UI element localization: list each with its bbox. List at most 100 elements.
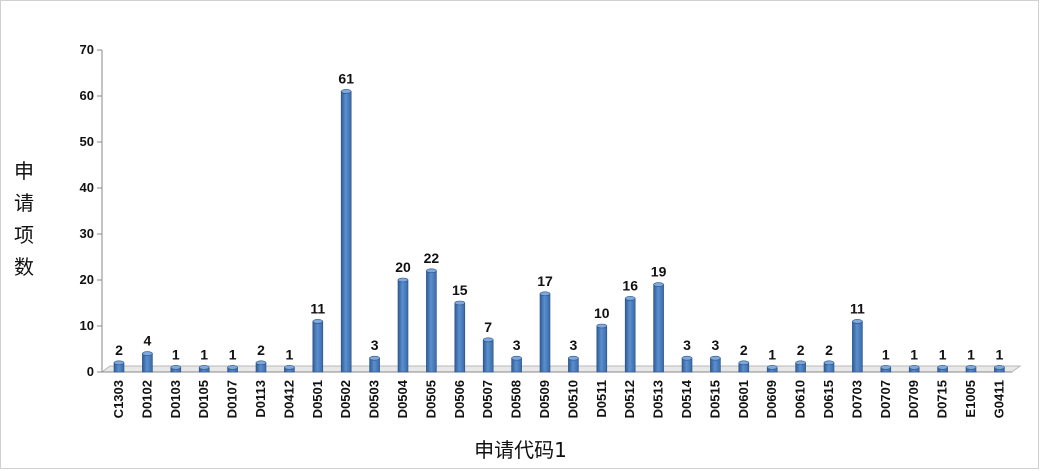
y-tick-label: 0 bbox=[87, 364, 94, 379]
bar-top bbox=[908, 365, 920, 370]
data-label: 7 bbox=[484, 319, 492, 335]
x-tick-label: D0512 bbox=[622, 380, 637, 418]
bars bbox=[113, 89, 1005, 373]
data-label: 15 bbox=[452, 282, 468, 298]
data-label: 1 bbox=[910, 346, 918, 362]
data-label: 2 bbox=[115, 342, 123, 358]
data-label: 3 bbox=[513, 337, 521, 353]
data-label: 1 bbox=[286, 346, 294, 362]
data-label: 17 bbox=[537, 273, 553, 289]
bar-top bbox=[596, 323, 608, 329]
bar-top bbox=[880, 365, 892, 370]
data-label: 3 bbox=[570, 337, 578, 353]
data-label: 1 bbox=[939, 346, 947, 362]
x-tick-label: D0509 bbox=[537, 380, 552, 418]
y-tick-label: 50 bbox=[80, 134, 94, 149]
x-tick-label: D0514 bbox=[679, 379, 694, 418]
x-tick-label: D0103 bbox=[168, 380, 183, 418]
bar bbox=[426, 270, 437, 373]
bar bbox=[539, 293, 551, 373]
bar bbox=[312, 321, 324, 373]
bar-top bbox=[198, 365, 210, 370]
bar-top bbox=[539, 291, 551, 297]
data-label: 10 bbox=[594, 305, 610, 321]
x-tick-label: D0513 bbox=[651, 380, 666, 418]
bar-top bbox=[965, 365, 977, 370]
x-tick-label: D0601 bbox=[736, 380, 751, 418]
y-axis-label-char: 请 bbox=[14, 191, 34, 215]
bar-top bbox=[937, 365, 948, 370]
data-label: 11 bbox=[310, 300, 325, 316]
x-tick-label: E1005 bbox=[963, 380, 978, 418]
bar-top bbox=[766, 365, 778, 370]
y-tick-label: 30 bbox=[80, 226, 94, 241]
data-label: 3 bbox=[371, 337, 379, 353]
data-label: 2 bbox=[797, 342, 805, 358]
data-label: 4 bbox=[144, 333, 152, 349]
bar-top bbox=[482, 337, 494, 343]
bar-top bbox=[284, 365, 295, 370]
bar-top bbox=[653, 282, 664, 287]
data-label: 11 bbox=[850, 300, 865, 316]
x-tick-label: C1303 bbox=[111, 380, 126, 418]
bar-top bbox=[568, 355, 579, 361]
bar-top bbox=[426, 268, 437, 274]
data-label: 22 bbox=[424, 250, 440, 266]
x-tick-label: D0511 bbox=[594, 380, 609, 418]
bar-top bbox=[795, 360, 806, 366]
bar-top bbox=[624, 296, 636, 301]
bar-top bbox=[312, 319, 324, 324]
labels: 2 C1303 4 D0102 1 D0103 1 D0105 1 D0107 2 D0113 1 D04… bbox=[111, 70, 1006, 418]
bar-top bbox=[142, 351, 153, 356]
x-tick-label: D0707 bbox=[878, 380, 893, 418]
bar-top bbox=[170, 365, 182, 370]
y-axis-label-char: 项 bbox=[14, 223, 34, 247]
bar bbox=[482, 339, 494, 373]
y-axis-label-char: 数 bbox=[14, 255, 34, 279]
x-tick-label: D0412 bbox=[281, 380, 296, 418]
axes: 0 10 20 30 40 50 60 70 bbox=[80, 42, 1022, 379]
x-tick-label: D0502 bbox=[338, 380, 353, 418]
x-tick-label: G0411 bbox=[991, 380, 1006, 418]
bar bbox=[624, 298, 636, 373]
y-tick-label: 20 bbox=[80, 272, 94, 287]
bar-top bbox=[397, 277, 409, 283]
bar-top bbox=[710, 355, 721, 361]
data-label: 1 bbox=[768, 346, 776, 362]
bar-top bbox=[113, 360, 125, 366]
data-label: 3 bbox=[712, 337, 720, 353]
x-tick-label: D0501 bbox=[310, 380, 325, 418]
bar bbox=[852, 321, 863, 373]
bar-top bbox=[852, 319, 863, 324]
data-label: 20 bbox=[395, 259, 411, 275]
data-label: 19 bbox=[651, 264, 667, 280]
bar bbox=[653, 284, 664, 373]
data-label: 1 bbox=[200, 346, 208, 362]
x-tick-label: D0610 bbox=[793, 380, 808, 418]
data-label: 1 bbox=[172, 346, 180, 362]
x-tick-label: D0113 bbox=[253, 380, 268, 418]
data-label: 1 bbox=[996, 346, 1004, 362]
x-tick-label: D0715 bbox=[935, 380, 950, 418]
x-tick-label: D0615 bbox=[821, 380, 836, 418]
x-tick-label: D0510 bbox=[565, 380, 580, 418]
y-tick-label: 40 bbox=[80, 180, 94, 195]
data-label: 1 bbox=[882, 346, 890, 362]
bar-top bbox=[994, 365, 1005, 370]
x-tick-label: D0105 bbox=[196, 380, 211, 418]
x-tick-label: D0506 bbox=[452, 380, 467, 418]
x-tick-label: D0504 bbox=[395, 379, 410, 418]
bar-top bbox=[511, 355, 522, 361]
y-tick-label: 60 bbox=[80, 88, 94, 103]
data-label: 2 bbox=[257, 342, 265, 358]
x-tick-label: D0508 bbox=[509, 380, 524, 418]
bar bbox=[454, 302, 466, 373]
bar-top bbox=[823, 360, 835, 366]
x-tick-label: D0507 bbox=[480, 380, 495, 418]
data-label: 2 bbox=[825, 342, 833, 358]
y-tick-label: 70 bbox=[80, 42, 94, 57]
bar-top bbox=[738, 360, 750, 366]
x-tick-label: D0505 bbox=[423, 380, 438, 418]
x-tick-label: D0102 bbox=[139, 380, 154, 418]
